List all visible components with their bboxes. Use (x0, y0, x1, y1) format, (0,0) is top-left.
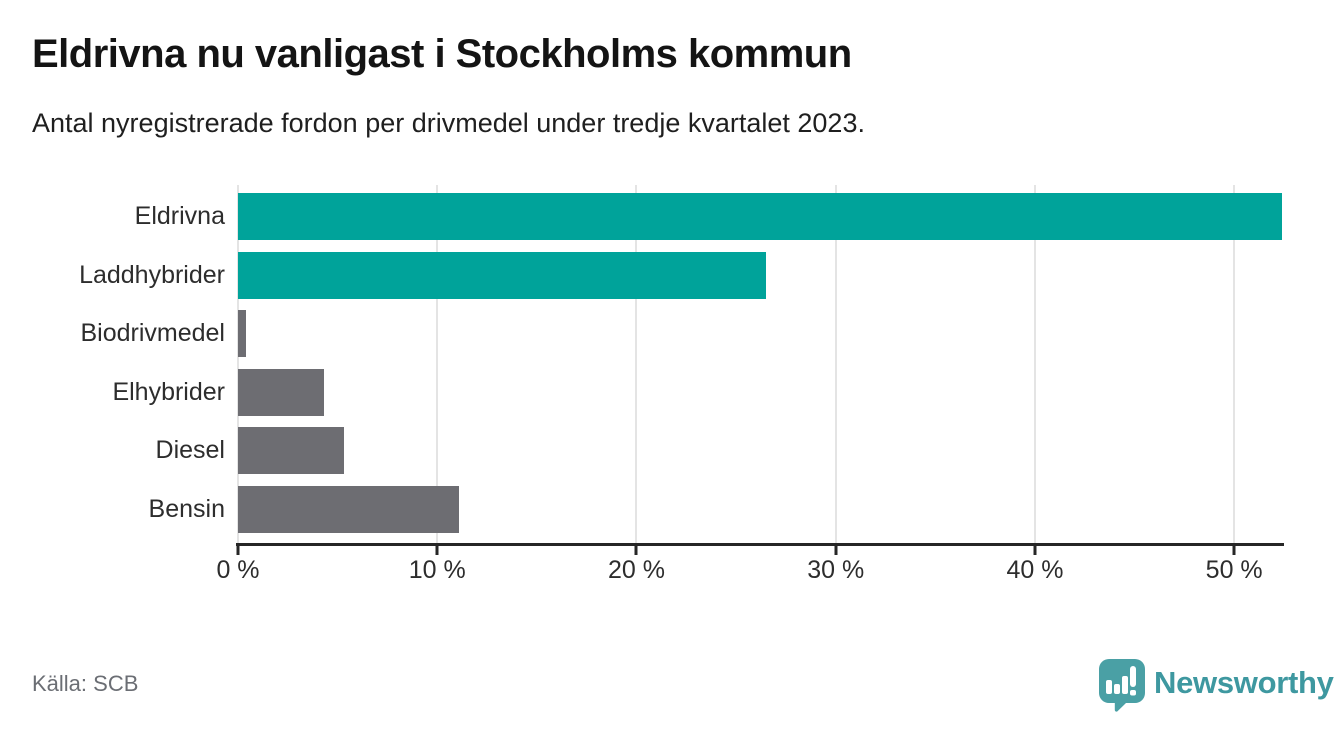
x-axis-tick-label-10: 10 % (408, 556, 466, 584)
plot-area (237, 185, 1282, 545)
newsworthy-wordmark: Newsworthy (1154, 665, 1334, 700)
category-label-laddhybrider: Laddhybrider (79, 261, 225, 289)
bar-elhybrider (238, 369, 324, 416)
category-label-bensin: Bensin (148, 495, 225, 523)
gridline-40 (1033, 185, 1036, 543)
gridline-10 (436, 185, 439, 543)
x-axis-tick-40 (1033, 546, 1037, 555)
x-axis-tick-10 (435, 546, 439, 555)
category-label-diesel: Diesel (155, 436, 225, 464)
category-label-eldrivna: Eldrivna (134, 202, 225, 230)
newsworthy-badge-icon (1099, 659, 1145, 712)
bar-biodrivmedel (238, 310, 246, 357)
bar-eldrivna (238, 193, 1282, 240)
bar-bensin (238, 486, 460, 533)
gridline-50 (1233, 185, 1236, 543)
category-label-biodrivmedel: Biodrivmedel (80, 319, 225, 347)
x-axis-tick-30 (834, 546, 838, 555)
gridline-0 (237, 185, 239, 543)
gridline-30 (834, 185, 837, 543)
newsworthy-logo: Newsworthy (1098, 658, 1334, 714)
source-note: Källa: SCB (32, 671, 139, 696)
x-axis-tick-label-50: 50 % (1205, 556, 1263, 584)
bar-diesel (238, 427, 344, 474)
x-axis-tick-label-20: 20 % (607, 556, 665, 584)
category-label-elhybrider: Elhybrider (112, 378, 225, 406)
x-axis-tick-label-30: 30 % (807, 556, 865, 584)
bar-chart: Eldrivna Laddhybrider Biodrivmedel Elhybrid… (32, 185, 1284, 605)
x-axis-tick-0 (236, 546, 240, 555)
gridline-20 (635, 185, 638, 543)
x-axis-tick-label-40: 40 % (1006, 556, 1064, 584)
x-axis-tick-20 (634, 546, 638, 555)
x-axis-line (236, 543, 1284, 546)
bar-laddhybrider (238, 252, 766, 299)
x-axis-tick-label-0: 0 % (216, 556, 260, 584)
chart-subtitle: Antal nyregistrerade fordon per drivmede… (32, 108, 865, 138)
page-title: Eldrivna nu vanligast i Stockholms kommu… (32, 32, 852, 76)
x-axis-tick-50 (1232, 546, 1236, 555)
